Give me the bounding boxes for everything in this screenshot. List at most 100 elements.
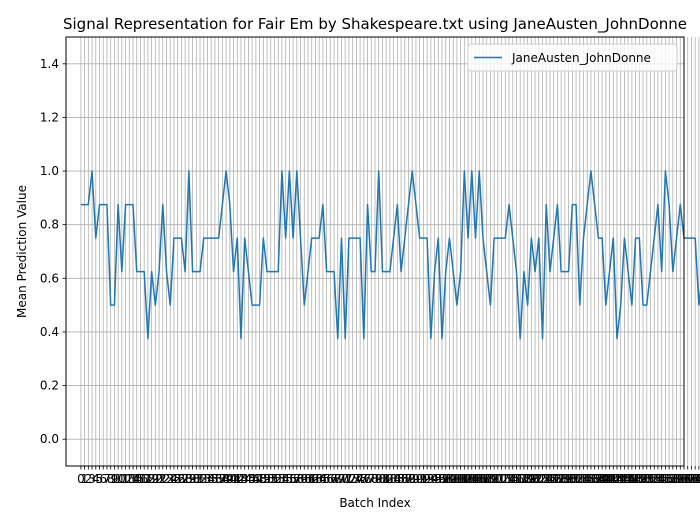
x-tick-label: 160 — [665, 472, 688, 486]
x-tick-label: 135 — [572, 472, 595, 486]
legend: JaneAusten_JohnDonne — [467, 43, 678, 72]
y-tick-label: 1.2 — [40, 110, 59, 124]
x-tick-label: 108 — [472, 472, 495, 486]
y-tick-label: 1.0 — [40, 164, 59, 178]
x-tick-label: 59 — [293, 472, 308, 486]
x-tick-label: 2 — [85, 472, 93, 486]
x-tick-label: 137 — [579, 472, 602, 486]
x-tick-label: 16 — [133, 472, 148, 486]
x-tick-label: 74 — [349, 472, 364, 486]
x-tick-label: 159 — [661, 472, 684, 486]
y-axis-label: Mean Prediction Value — [15, 185, 29, 318]
x-tick-label: 100 — [442, 472, 465, 486]
x-tick-label: 147 — [617, 472, 640, 486]
x-tick-label: 9 — [111, 472, 119, 486]
x-tick-label: 52 — [267, 472, 282, 486]
x-tick-label: 154 — [643, 472, 666, 486]
x-tick-label: 7 — [103, 472, 111, 486]
y-axis-ticks: 0.0 0.2 0.4 0.6 0.8 1.0 1.2 1.4 — [40, 57, 66, 446]
x-tick-label: 106 — [464, 472, 487, 486]
x-gridlines — [80, 37, 700, 466]
x-tick-label: 133 — [565, 472, 588, 486]
x-tick-label: 125 — [535, 472, 558, 486]
x-tick-label: 83 — [382, 472, 397, 486]
y-tick-label: 0.6 — [40, 271, 59, 285]
x-tick-label: 166 — [687, 472, 700, 486]
x-tick-label: 84 — [386, 472, 401, 486]
x-tick-label: 132 — [561, 472, 584, 486]
x-tick-label: 105 — [460, 472, 483, 486]
x-tick-label: 50 — [259, 472, 274, 486]
x-tick-label: 95 — [427, 472, 442, 486]
x-tick-label: 48 — [252, 472, 267, 486]
x-tick-label: 110 — [479, 472, 502, 486]
x-tick-label: 158 — [658, 472, 681, 486]
x-tick-label: 37 — [211, 472, 226, 486]
x-tick-label: 167 — [691, 472, 700, 486]
x-tick-label: 32 — [192, 472, 207, 486]
x-tick-label: 131 — [557, 472, 580, 486]
y-tick-label: 0.4 — [40, 325, 59, 339]
x-tick-label: 75 — [352, 472, 367, 486]
x-tick-label: 93 — [419, 472, 434, 486]
x-tick-label: 20 — [148, 472, 163, 486]
x-axis-ticks: 0123456789101112131415161718192021222324… — [77, 466, 700, 486]
x-tick-label: 134 — [568, 472, 591, 486]
x-tick-label: 49 — [256, 472, 271, 486]
x-tick-label: 0 — [77, 472, 85, 486]
x-tick-label: 30 — [185, 472, 200, 486]
x-tick-label: 163 — [676, 472, 699, 486]
x-tick-label: 45 — [241, 472, 256, 486]
x-tick-label: 116 — [501, 472, 524, 486]
x-axis-label: Batch Index — [339, 496, 410, 510]
x-tick-label: 127 — [542, 472, 565, 486]
x-tick-label: 5 — [96, 472, 104, 486]
x-tick-label: 39 — [218, 472, 233, 486]
x-tick-label: 43 — [233, 472, 248, 486]
x-tick-label: 91 — [412, 472, 427, 486]
x-tick-label: 141 — [594, 472, 617, 486]
x-tick-label: 117 — [505, 472, 528, 486]
x-tick-label: 28 — [177, 472, 192, 486]
x-tick-label: 69 — [330, 472, 345, 486]
x-tick-label: 130 — [553, 472, 576, 486]
x-tick-label: 29 — [181, 472, 196, 486]
x-tick-label: 76 — [356, 472, 371, 486]
x-tick-label: 25 — [166, 472, 181, 486]
x-tick-label: 143 — [602, 472, 625, 486]
x-tick-label: 140 — [591, 472, 614, 486]
x-tick-label: 62 — [304, 472, 319, 486]
x-tick-label: 104 — [457, 472, 480, 486]
x-tick-label: 61 — [300, 472, 315, 486]
x-tick-label: 4 — [92, 472, 100, 486]
x-tick-label: 33 — [196, 472, 211, 486]
x-tick-label: 85 — [390, 472, 405, 486]
x-tick-label: 107 — [468, 472, 491, 486]
x-tick-label: 58 — [289, 472, 304, 486]
x-tick-label: 35 — [204, 472, 219, 486]
x-tick-label: 123 — [527, 472, 550, 486]
x-tick-label: 165 — [684, 472, 700, 486]
x-tick-label: 19 — [144, 472, 159, 486]
x-tick-label: 72 — [341, 472, 356, 486]
x-tick-label: 115 — [498, 472, 521, 486]
x-tick-label: 118 — [509, 472, 532, 486]
x-tick-label: 70 — [334, 472, 349, 486]
x-tick-label: 73 — [345, 472, 360, 486]
x-tick-label: 60 — [297, 472, 312, 486]
x-tick-label: 54 — [274, 472, 289, 486]
x-tick-label: 124 — [531, 472, 554, 486]
x-tick-label: 88 — [401, 472, 416, 486]
x-tick-label: 155 — [646, 472, 669, 486]
x-tick-label: 150 — [628, 472, 651, 486]
x-tick-label: 3 — [88, 472, 96, 486]
x-tick-label: 51 — [263, 472, 278, 486]
x-tick-label: 15 — [129, 472, 144, 486]
y-tick-label: 0.2 — [40, 379, 59, 393]
x-tick-label: 41 — [226, 472, 241, 486]
x-tick-label: 139 — [587, 472, 610, 486]
x-tick-label: 102 — [449, 472, 472, 486]
x-tick-label: 156 — [650, 472, 673, 486]
x-tick-label: 82 — [379, 472, 394, 486]
x-tick-label: 80 — [371, 472, 386, 486]
